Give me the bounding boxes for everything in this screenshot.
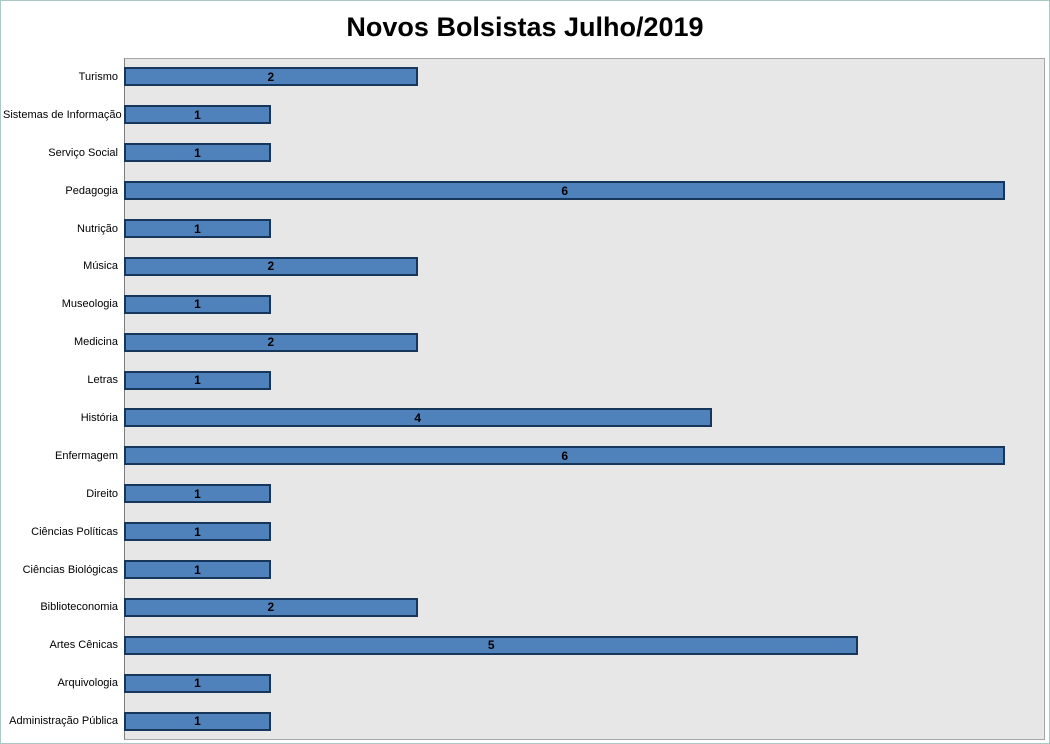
bar-track: 1 bbox=[124, 702, 1045, 740]
category-label: Artes Cênicas bbox=[49, 639, 118, 652]
bar-value-label: 2 bbox=[267, 335, 275, 350]
bar-value-label: 2 bbox=[267, 69, 275, 84]
bar-track: 6 bbox=[124, 172, 1045, 210]
category-label: Turismo bbox=[78, 70, 118, 83]
chart-row: Medicina 2 bbox=[3, 323, 1045, 361]
bar-track: 1 bbox=[124, 475, 1045, 513]
bar-track: 1 bbox=[124, 551, 1045, 589]
category-label: Letras bbox=[87, 374, 118, 387]
chart-row: Museologia 1 bbox=[3, 285, 1045, 323]
category-label: Serviço Social bbox=[48, 146, 118, 159]
bar-value-label: 1 bbox=[194, 221, 201, 236]
bar-track: 2 bbox=[124, 58, 1045, 96]
bar-value-label: 6 bbox=[561, 448, 568, 463]
category-label: Música bbox=[83, 260, 118, 273]
bar-track: 1 bbox=[124, 513, 1045, 551]
bar-value-label: 2 bbox=[267, 600, 275, 615]
bar: 1 bbox=[124, 711, 271, 731]
bar-value-label: 1 bbox=[194, 373, 201, 388]
category-label: Biblioteconomia bbox=[40, 601, 118, 614]
chart-row: Turismo 2 bbox=[3, 58, 1045, 96]
bar-value-label: 1 bbox=[194, 524, 201, 539]
bar: 2 bbox=[124, 256, 418, 276]
bar: 2 bbox=[124, 597, 418, 617]
category-label: Sistemas de Informação bbox=[3, 108, 122, 121]
category-label: Direito bbox=[86, 487, 118, 500]
category-label: Administração Pública bbox=[9, 715, 118, 728]
chart-row: Música 2 bbox=[3, 247, 1045, 285]
chart-row: Biblioteconomia 2 bbox=[3, 588, 1045, 626]
bar-track: 6 bbox=[124, 437, 1045, 475]
bar-track: 1 bbox=[124, 361, 1045, 399]
bar: 6 bbox=[124, 446, 1006, 466]
chart-row: Sistemas de Informação 1 bbox=[3, 96, 1045, 134]
bar-value-label: 1 bbox=[194, 676, 201, 691]
chart-row: História 4 bbox=[3, 399, 1045, 437]
chart-row: Pedagogia 6 bbox=[3, 172, 1045, 210]
bar: 1 bbox=[124, 294, 271, 314]
bar-value-label: 1 bbox=[194, 714, 201, 729]
chart-row: Arquivologia 1 bbox=[3, 664, 1045, 702]
bar: 1 bbox=[124, 484, 271, 504]
chart-row: Ciências Biológicas 1 bbox=[3, 551, 1045, 589]
bar-value-label: 5 bbox=[487, 638, 495, 653]
chart-title: Novos Bolsistas Julho/2019 bbox=[346, 12, 704, 42]
bar: 4 bbox=[124, 408, 712, 428]
chart-row: Direito 1 bbox=[3, 475, 1045, 513]
bar-value-label: 4 bbox=[414, 410, 422, 425]
bar-value-label: 1 bbox=[194, 486, 201, 501]
bar-value-label: 1 bbox=[194, 297, 201, 312]
chart-rows: Turismo 2 Sistemas de Informação 1 Servi… bbox=[3, 58, 1045, 740]
bar: 1 bbox=[124, 219, 271, 238]
bar: 1 bbox=[124, 105, 271, 125]
bar-track: 1 bbox=[124, 664, 1045, 702]
bar: 5 bbox=[124, 635, 859, 655]
bar-value-label: 6 bbox=[561, 183, 568, 198]
bar: 1 bbox=[124, 522, 271, 542]
bar-track: 1 bbox=[124, 96, 1045, 134]
bar: 1 bbox=[124, 370, 271, 390]
category-label: História bbox=[80, 411, 118, 424]
chart-row: Serviço Social 1 bbox=[3, 134, 1045, 172]
category-label: Ciências Biológicas bbox=[22, 563, 118, 576]
bar-value-label: 1 bbox=[194, 145, 201, 160]
bar-track: 1 bbox=[124, 285, 1045, 323]
plot-background bbox=[124, 58, 1045, 740]
bar-track: 2 bbox=[124, 588, 1045, 626]
category-label: Arquivologia bbox=[57, 677, 118, 690]
bar-track: 1 bbox=[124, 134, 1045, 172]
chart-row: Artes Cênicas 5 bbox=[3, 626, 1045, 664]
category-label: Museologia bbox=[61, 298, 118, 311]
bar: 1 bbox=[124, 673, 271, 693]
chart-row: Nutrição 1 bbox=[3, 210, 1045, 248]
bar: 1 bbox=[124, 560, 271, 580]
chart-row: Administração Pública 1 bbox=[3, 702, 1045, 740]
category-label: Nutrição bbox=[77, 222, 118, 235]
category-label: Pedagogia bbox=[65, 184, 118, 197]
bar: 1 bbox=[124, 143, 271, 163]
bar: 6 bbox=[124, 181, 1006, 201]
chart-row: Ciências Políticas 1 bbox=[3, 513, 1045, 551]
category-label: Ciências Políticas bbox=[31, 525, 118, 538]
bar-value-label: 1 bbox=[194, 107, 201, 122]
bar-track: 2 bbox=[124, 247, 1045, 285]
bar-value-label: 1 bbox=[194, 562, 201, 577]
bar: 2 bbox=[124, 332, 418, 352]
category-label: Medicina bbox=[73, 336, 118, 349]
bar-track: 2 bbox=[124, 323, 1045, 361]
category-label: Enfermagem bbox=[55, 449, 118, 462]
plot-area: Turismo 2 Sistemas de Informação 1 Servi… bbox=[3, 58, 1045, 740]
bar-track: 1 bbox=[124, 210, 1045, 248]
bar-track: 4 bbox=[124, 399, 1045, 437]
chart-row: Letras 1 bbox=[3, 361, 1045, 399]
bar-value-label: 2 bbox=[267, 259, 275, 274]
bar-track: 5 bbox=[124, 626, 1045, 664]
chart-row: Enfermagem 6 bbox=[3, 437, 1045, 475]
bar: 2 bbox=[124, 67, 418, 87]
